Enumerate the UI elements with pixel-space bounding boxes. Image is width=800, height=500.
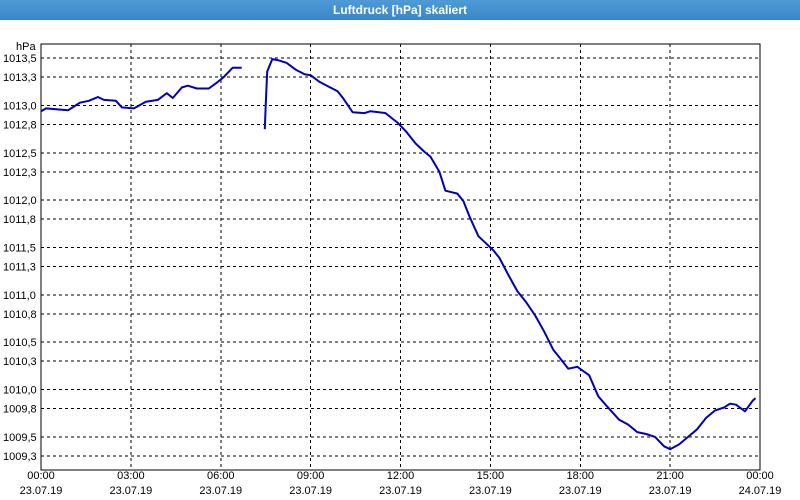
y-tick-label: 1012,0 — [3, 195, 37, 207]
x-tick-time-label: 09:00 — [297, 470, 325, 482]
x-tick-time-label: 21:00 — [656, 470, 684, 482]
y-tick-label: 1010,0 — [3, 385, 37, 397]
y-tick-label: 1012,8 — [3, 119, 37, 131]
pressure-line-segment — [40, 66, 242, 113]
y-tick-label: 1009,3 — [3, 451, 37, 463]
x-tick-time-label: 03:00 — [117, 470, 145, 482]
grid — [41, 44, 760, 470]
x-tick-time-label: 18:00 — [566, 470, 594, 482]
x-tick-date-label: 23.07.19 — [559, 485, 602, 497]
pressure-line-segment — [263, 58, 757, 451]
x-tick-date-label: 23.07.19 — [109, 485, 152, 497]
x-tick-date-label: 23.07.19 — [379, 485, 422, 497]
y-axis-unit-label: hPa — [16, 41, 36, 53]
y-tick-label: 1013,3 — [3, 72, 37, 84]
y-tick-label: 1010,3 — [3, 356, 37, 368]
y-tick-label: 1010,5 — [3, 337, 37, 349]
x-tick-time-label: 12:00 — [387, 470, 415, 482]
y-tick-label: 1013,0 — [3, 101, 37, 113]
x-tick-time-label: 15:00 — [477, 470, 505, 482]
x-tick-time-label: 00:00 — [27, 470, 55, 482]
y-tick-label: 1011,3 — [3, 261, 36, 273]
y-tick-label: 1012,3 — [3, 167, 37, 179]
y-tick-label: 1013,5 — [3, 53, 37, 65]
y-tick-label: 1011,0 — [3, 290, 36, 302]
x-tick-date-label: 23.07.19 — [199, 485, 242, 497]
chart-title-bar: Luftdruck [hPa] skaliert — [0, 0, 800, 20]
x-axis-tick-labels: 00:00 23.07.19 03:00 23.07.19 06:00 23.07.19 0… — [20, 470, 782, 497]
y-tick-label: 1010,8 — [3, 309, 37, 321]
y-tick-label: 1011,5 — [3, 243, 36, 255]
y-tick-label: 1009,5 — [3, 432, 37, 444]
chart-title: Luftdruck [hPa] skaliert — [332, 3, 468, 17]
plot-frame — [40, 43, 761, 471]
x-tick-time-label: 00:00 — [746, 470, 774, 482]
y-tick-label: 1011,8 — [3, 214, 36, 226]
x-tick-date-label: 23.07.19 — [289, 485, 332, 497]
x-tick-date-label: 23.07.19 — [469, 485, 512, 497]
x-tick-time-label: 06:00 — [207, 470, 235, 482]
x-tick-date-label: 23.07.19 — [649, 485, 692, 497]
x-tick-date-label: 23.07.19 — [20, 485, 63, 497]
y-axis-tick-labels: 1009,3 1009,5 1009,8 1010,0 1010,3 1010,5 1010… — [3, 53, 37, 463]
x-tick-date-label: 24.07.19 — [739, 485, 782, 497]
series-pressure — [40, 58, 757, 451]
y-tick-label: 1009,8 — [3, 403, 37, 415]
pressure-chart: 1009,3 1009,5 1009,8 1010,0 1010,3 1010,5 1010… — [3, 41, 782, 497]
y-tick-label: 1012,5 — [3, 148, 37, 160]
